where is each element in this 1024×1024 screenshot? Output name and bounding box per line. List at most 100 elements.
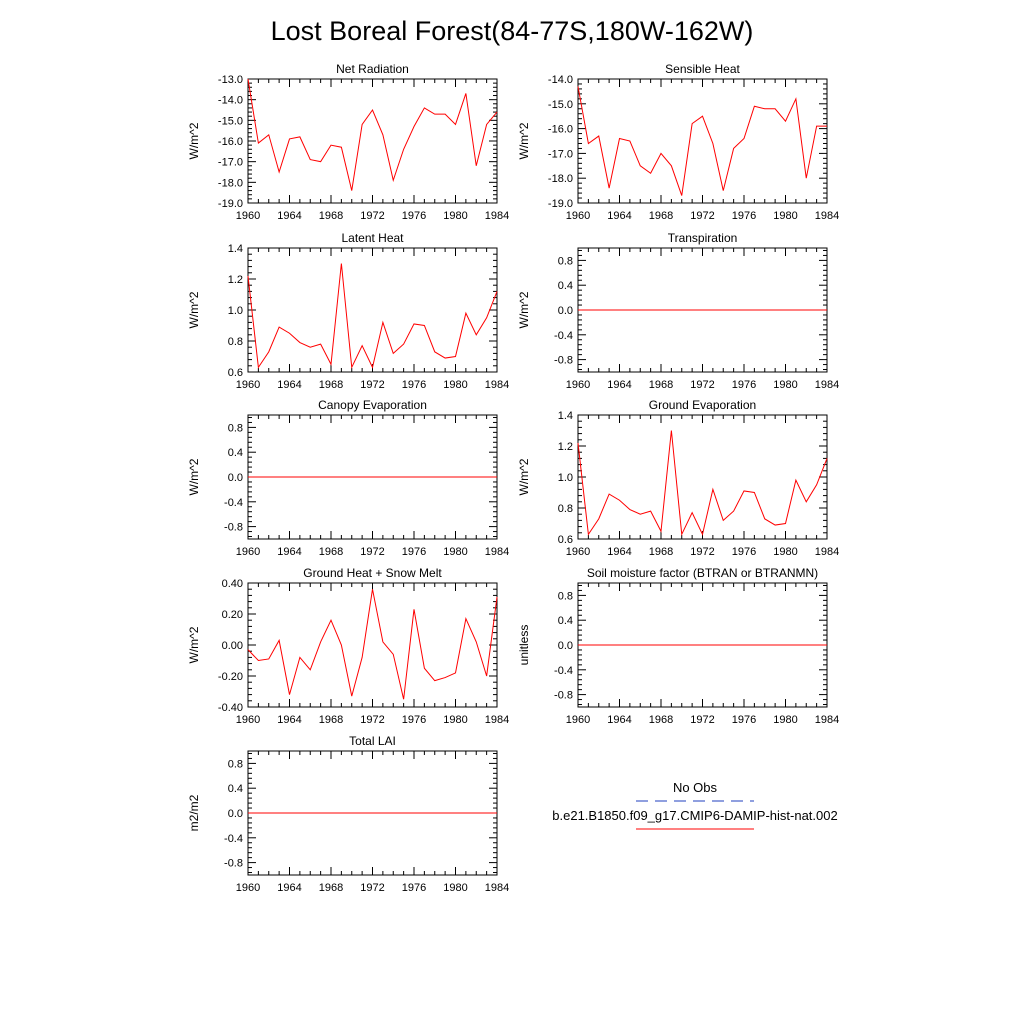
y-tick-label: -15.0: [548, 99, 573, 111]
y-tick-label: 0.4: [558, 280, 573, 292]
y-tick-label: -0.20: [218, 671, 243, 683]
y-tick-label: -17.0: [218, 157, 243, 169]
x-tick-label: 1964: [277, 546, 301, 558]
panel-net-radiation: Net Radiation W/m^2 -19.0 -18.0 -17.0 -16.0 -1…: [187, 62, 509, 222]
x-tick-label: 1964: [607, 546, 631, 558]
figure-title: Lost Boreal Forest(84-77S,180W-162W): [271, 16, 754, 46]
panel-title: Canopy Evaporation: [318, 398, 427, 412]
x-tick-label: 1980: [443, 379, 467, 391]
x-tick-label: 1968: [319, 714, 343, 726]
y-tick-label: -0.4: [224, 497, 243, 509]
x-tick-label: 1976: [402, 379, 426, 391]
y-tick-label: -0.8: [554, 355, 573, 367]
x-tick-label: 1960: [566, 379, 590, 391]
plot-frame: [577, 78, 828, 204]
y-tick-label: -0.4: [224, 833, 243, 845]
plot-frame: [247, 582, 498, 708]
x-tick-label: 1972: [690, 714, 714, 726]
x-tick-label: 1960: [236, 379, 260, 391]
panel-ground-evaporation: Ground Evaporation W/m^2 0.6 0.8 1.0 1.2 1.4 19…: [517, 398, 839, 558]
panel-soil-moisture-factor-btran-or-btranmn: Soil moisture factor (BTRAN or BTRANMN) u…: [517, 566, 839, 726]
x-tick-label: 1972: [360, 546, 384, 558]
y-tick-label: 0.4: [228, 783, 243, 795]
y-tick-label: -14.0: [218, 95, 243, 107]
x-tick-label: 1964: [607, 714, 631, 726]
x-tick-label: 1972: [360, 210, 384, 222]
x-tick-label: 1976: [402, 546, 426, 558]
y-tick-label: -0.8: [224, 522, 243, 534]
x-tick-label: 1960: [236, 714, 260, 726]
y-tick-label: -18.0: [218, 177, 243, 189]
x-tick-label: 1980: [443, 546, 467, 558]
x-tick-label: 1972: [690, 379, 714, 391]
x-tick-label: 1984: [485, 714, 509, 726]
plot-frame: [577, 414, 828, 540]
x-tick-label: 1972: [690, 546, 714, 558]
panel-title: Net Radiation: [336, 62, 409, 76]
series-line-ground-heat-snow-melt: [247, 589, 498, 700]
x-tick-label: 1980: [773, 210, 797, 222]
x-tick-label: 1964: [277, 882, 301, 894]
x-tick-label: 1972: [360, 379, 384, 391]
y-tick-label: -0.40: [218, 702, 243, 714]
y-axis-label: W/m^2: [187, 291, 201, 328]
y-tick-label: 0.6: [228, 367, 243, 379]
legend: No Obs b.e21.B1850.f09_g17.CMIP6-DAMIP-h…: [552, 780, 838, 830]
y-axis-label: W/m^2: [187, 122, 201, 159]
y-tick-label: 0.8: [228, 758, 243, 770]
plot-frame: [247, 247, 498, 373]
panel-sensible-heat: Sensible Heat W/m^2 -19.0 -18.0 -17.0 -16.0 -1…: [517, 62, 839, 222]
y-tick-label: -19.0: [548, 198, 573, 210]
y-axis-label: W/m^2: [517, 458, 531, 495]
y-tick-label: -0.4: [554, 665, 573, 677]
y-tick-label: 0.20: [222, 609, 243, 621]
panel-title: Ground Heat + Snow Melt: [303, 566, 442, 580]
legend-obs-label: No Obs: [673, 780, 718, 795]
x-tick-label: 1964: [607, 379, 631, 391]
series-line-latent-heat: [247, 263, 498, 370]
series-line-ground-evaporation: [577, 430, 828, 537]
y-tick-label: -19.0: [218, 198, 243, 210]
panel-transpiration: Transpiration W/m^2 -0.8 -0.4 0.0 0.4 0.8 1960 1…: [517, 231, 839, 391]
x-tick-label: 1980: [443, 210, 467, 222]
y-tick-label: 1.0: [228, 305, 243, 317]
plot-frame: [247, 78, 498, 204]
y-tick-label: 0.8: [228, 422, 243, 434]
y-tick-label: 0.4: [228, 447, 243, 459]
x-tick-label: 1976: [402, 714, 426, 726]
x-tick-label: 1976: [732, 379, 756, 391]
x-tick-label: 1960: [236, 546, 260, 558]
x-tick-label: 1964: [607, 210, 631, 222]
x-tick-label: 1960: [566, 546, 590, 558]
y-tick-label: 1.4: [558, 410, 573, 422]
series-line-net-radiation: [247, 78, 498, 191]
panel-title: Soil moisture factor (BTRAN or BTRANMN): [587, 566, 818, 580]
panel-title: Total LAI: [349, 734, 396, 748]
x-tick-label: 1980: [773, 546, 797, 558]
x-tick-label: 1964: [277, 714, 301, 726]
x-tick-label: 1968: [319, 210, 343, 222]
x-tick-label: 1960: [236, 210, 260, 222]
y-tick-label: -13.0: [218, 74, 243, 86]
x-tick-label: 1968: [319, 379, 343, 391]
y-tick-label: -16.0: [548, 124, 573, 136]
panel-title: Sensible Heat: [665, 62, 740, 76]
y-tick-label: -0.8: [554, 690, 573, 702]
x-tick-label: 1984: [485, 379, 509, 391]
y-tick-label: 0.40: [222, 578, 243, 590]
y-tick-label: 0.0: [228, 808, 243, 820]
y-tick-label: -18.0: [548, 173, 573, 185]
x-tick-label: 1984: [485, 882, 509, 894]
panels-group: Net Radiation W/m^2 -19.0 -18.0 -17.0 -16.0 -1…: [187, 62, 839, 894]
panel-title: Latent Heat: [341, 231, 404, 245]
x-tick-label: 1984: [815, 210, 839, 222]
x-tick-label: 1980: [443, 882, 467, 894]
x-tick-label: 1984: [815, 379, 839, 391]
x-tick-label: 1972: [690, 210, 714, 222]
x-tick-label: 1972: [360, 882, 384, 894]
y-tick-label: 0.6: [558, 534, 573, 546]
y-tick-label: -0.8: [224, 858, 243, 870]
x-tick-label: 1968: [649, 714, 673, 726]
x-tick-label: 1968: [649, 210, 673, 222]
y-axis-label: m2/m2: [187, 794, 201, 831]
